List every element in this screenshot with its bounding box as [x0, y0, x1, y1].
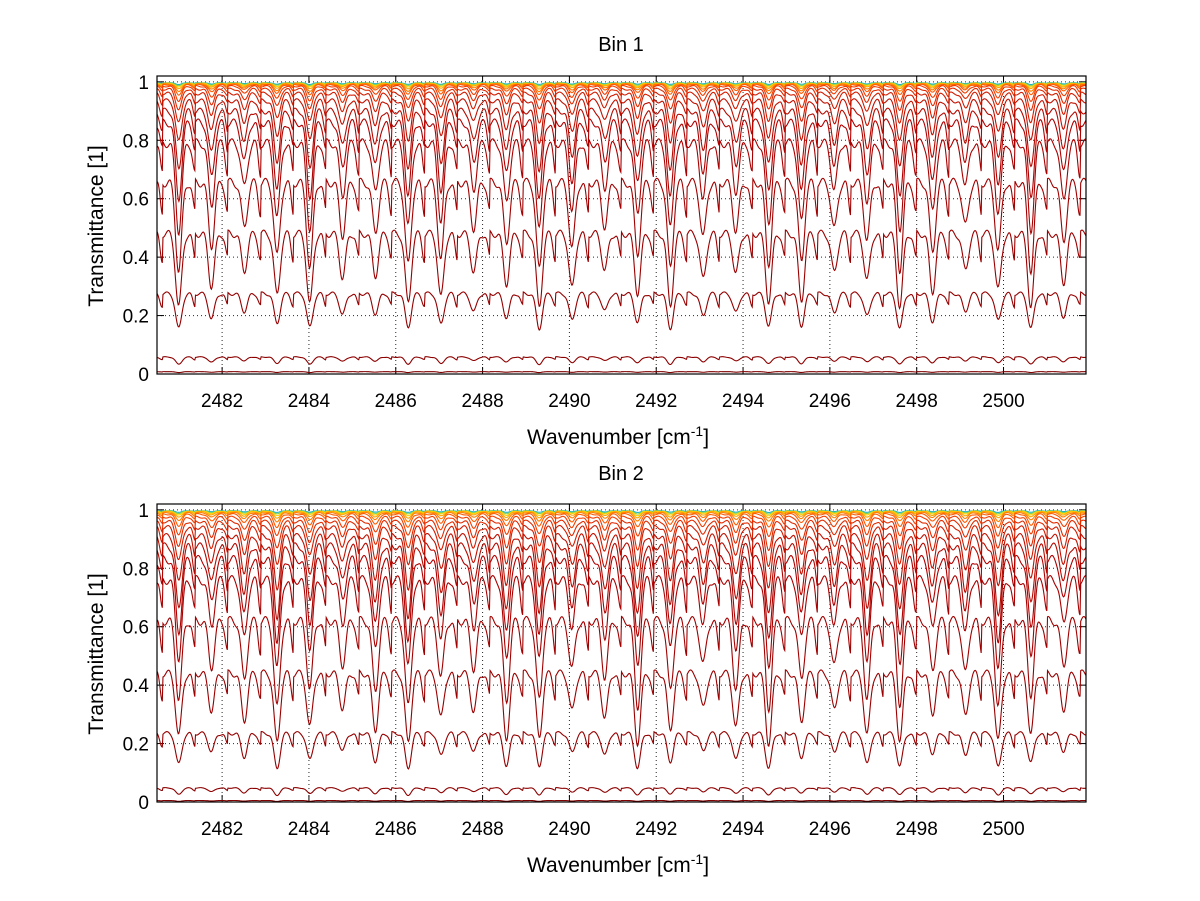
- x-tick-label: 2498: [896, 391, 938, 412]
- x-tick-label: 2482: [201, 391, 243, 412]
- series-line: [156, 91, 1087, 124]
- x-tick-label: 2494: [722, 391, 765, 412]
- plot-frame: [156, 75, 1087, 375]
- series-line: [156, 541, 1087, 622]
- series-line: [156, 291, 1087, 331]
- x-tick-label: 2484: [288, 819, 331, 840]
- series-line: [156, 512, 1087, 529]
- series-line: [156, 668, 1087, 748]
- series-line: [157, 84, 1087, 103]
- y-tick-label: 0.4: [123, 676, 150, 697]
- y-tick-label: 0: [138, 793, 149, 814]
- series-line: [156, 515, 1087, 538]
- series-line: [156, 519, 1087, 552]
- series-line: [156, 356, 1087, 366]
- series-line: [156, 117, 1087, 203]
- series-line: [156, 229, 1087, 311]
- series-line: [156, 137, 1087, 237]
- y-tick-label: 0: [138, 365, 149, 386]
- y-tick-label: 0.8: [123, 559, 149, 580]
- y-tick-labels: 0 0.2 0.4 0.6 0.8 1: [123, 501, 150, 814]
- plot-frame: [156, 503, 1087, 803]
- x-tick-label: 2488: [461, 819, 503, 840]
- x-tick-label: 2490: [548, 819, 590, 840]
- x-tick-label: 2486: [375, 819, 417, 840]
- x-tick-labels: 2482 2484 2486 2488 2490 2492 2494 2496 2498 2500: [201, 819, 1025, 840]
- series-line: [156, 511, 1087, 519]
- x-tick-label: 2494: [722, 819, 765, 840]
- x-tick-label: 2500: [982, 391, 1024, 412]
- series-line: [156, 371, 1087, 374]
- series-line: [156, 730, 1087, 770]
- series-line: [156, 532, 1087, 591]
- series-line: [156, 615, 1087, 715]
- chart-panel-bin-2: Bin 2 2482 2484 2486 2488 2490 2492 2494 2496 24…: [85, 463, 1087, 877]
- x-axis-label: Wavenumber [cm-1]: [527, 423, 709, 449]
- y-tick-label: 1: [138, 501, 149, 522]
- y-tick-label: 0.6: [123, 618, 149, 639]
- series-line: [156, 98, 1087, 145]
- x-tick-label: 2488: [461, 391, 503, 412]
- x-axis-label: Wavenumber [cm-1]: [527, 851, 709, 877]
- y-tick-label: 0.6: [123, 190, 149, 211]
- x-tick-label: 2496: [809, 391, 851, 412]
- y-tick-label: 1: [138, 73, 149, 94]
- x-tick-label: 2492: [635, 819, 677, 840]
- series-lines: [156, 510, 1087, 803]
- series-line: [156, 524, 1087, 568]
- y-tick-label: 0.4: [123, 248, 150, 269]
- series-line: [156, 574, 1087, 670]
- chart-panel-bin-1: Bin 1 2482 2484 2486 2488 2490 2492 2494 2496 24…: [85, 34, 1087, 449]
- y-tick-label: 0.8: [123, 131, 149, 152]
- chart-title: Bin 2: [598, 463, 644, 485]
- x-tick-labels: 2482 2484 2486 2488 2490 2492 2494 2496 2498 2500: [201, 391, 1025, 412]
- y-tick-label: 0.2: [123, 735, 149, 756]
- y-tick-labels: 0 0.2 0.4 0.6 0.8 1: [123, 73, 150, 386]
- x-tick-label: 2482: [201, 819, 243, 840]
- series-line: [156, 554, 1087, 645]
- x-tick-label: 2496: [809, 819, 851, 840]
- series-line: [156, 107, 1087, 173]
- y-axis-label: Transmittance [1]: [85, 573, 108, 734]
- series-line: [156, 82, 1087, 90]
- series-line: [156, 510, 1087, 517]
- series-line: [156, 177, 1087, 276]
- x-tick-label: 2490: [548, 391, 590, 412]
- series-line: [156, 511, 1087, 523]
- series-line: [156, 87, 1087, 112]
- y-tick-label: 0.2: [123, 307, 149, 328]
- series-line: [156, 799, 1087, 803]
- x-tick-label: 2484: [288, 391, 331, 412]
- x-tick-label: 2498: [896, 819, 938, 840]
- x-tick-label: 2500: [982, 819, 1024, 840]
- chart-title: Bin 1: [598, 34, 644, 56]
- x-tick-label: 2486: [375, 391, 417, 412]
- series-lines: [156, 82, 1087, 374]
- y-axis-label: Transmittance [1]: [85, 145, 108, 306]
- series-line: [156, 83, 1087, 96]
- series-line: [156, 787, 1087, 797]
- x-tick-label: 2492: [635, 391, 677, 412]
